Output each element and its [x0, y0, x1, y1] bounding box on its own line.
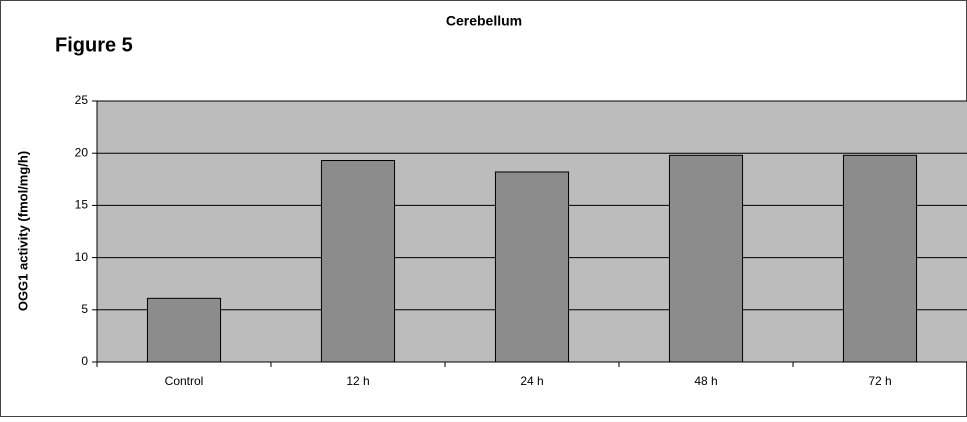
bar: [668, 154, 744, 363]
x-tick-label: 24 h: [520, 374, 543, 388]
x-tick-label: 48 h: [694, 374, 717, 388]
bar: [842, 154, 918, 363]
x-tick-label: 12 h: [346, 374, 369, 388]
x-tick-label: 72 h: [868, 374, 891, 388]
figure-label: Figure 5: [55, 34, 133, 56]
y-tick-label: 0: [81, 354, 88, 368]
x-tick-label: Control: [165, 374, 204, 388]
chart-title: Cerebellum: [446, 13, 522, 29]
bar: [494, 171, 570, 363]
bar: [146, 297, 222, 363]
y-tick-label: 10: [75, 250, 89, 264]
y-tick-label: 20: [75, 145, 89, 159]
y-tick-label: 25: [75, 93, 89, 107]
y-axis-label: OGG1 activity (fmol/mg/h): [15, 151, 30, 311]
y-tick-label: 5: [81, 302, 88, 316]
bar: [320, 160, 396, 363]
y-tick-label: 15: [75, 198, 89, 212]
